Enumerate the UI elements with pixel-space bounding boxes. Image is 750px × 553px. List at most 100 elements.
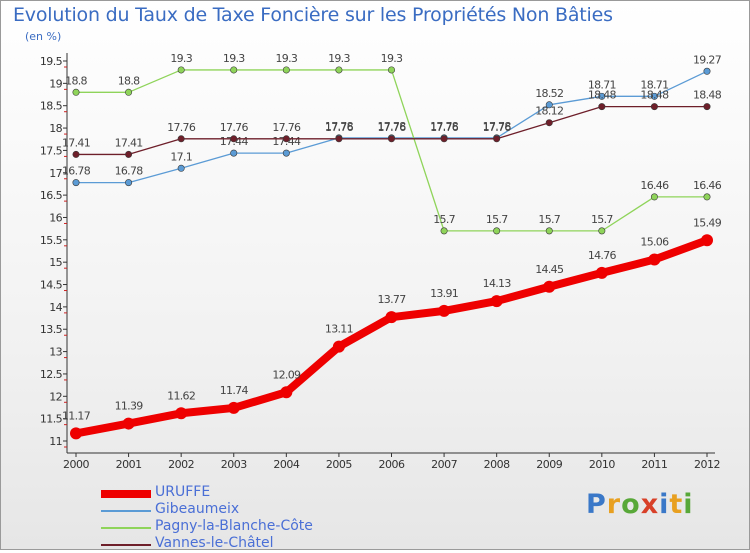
- x-tick-label: 2003: [221, 458, 247, 471]
- y-tick-label: 14.5: [40, 279, 63, 292]
- x-tick-label: 2011: [641, 458, 667, 471]
- data-point: [230, 135, 238, 143]
- x-tick-label: 2005: [326, 458, 352, 471]
- data-label: 16.78: [62, 165, 91, 178]
- x-tick-label: 2009: [536, 458, 562, 471]
- chart-subtitle: (en %): [25, 30, 62, 43]
- data-label: 19.3: [275, 52, 297, 65]
- data-point: [70, 427, 82, 440]
- x-tick-label: 2006: [379, 458, 405, 471]
- data-label: 19.3: [223, 52, 245, 65]
- data-point: [703, 193, 711, 201]
- data-point: [493, 227, 501, 235]
- y-tick-label: 18: [49, 122, 62, 135]
- legend-item: Pagny-la-Blanche-Côte: [101, 518, 361, 536]
- data-label: 18.8: [65, 74, 87, 87]
- data-label: 14.45: [535, 263, 564, 276]
- data-label: 15.49: [693, 216, 722, 229]
- data-label: 17.78: [325, 120, 354, 133]
- legend-label: Pagny-la-Blanche-Côte: [155, 518, 313, 534]
- proxiti-logo: Proxiti: [586, 489, 694, 520]
- legend-item: Gibeaumeix: [101, 501, 361, 519]
- data-label: 11.74: [220, 384, 249, 397]
- data-point: [125, 88, 133, 96]
- data-point: [72, 88, 80, 96]
- data-point: [545, 101, 553, 109]
- legend-label: Gibeaumeix: [155, 501, 240, 517]
- legend-label: Vannes-le-Châtel: [155, 535, 274, 551]
- legend-item: URUFFE: [101, 484, 361, 502]
- data-label: 17.76: [430, 121, 459, 134]
- data-point: [545, 227, 553, 235]
- data-point: [72, 179, 80, 187]
- data-point: [387, 66, 395, 74]
- data-label: 11.62: [167, 389, 195, 402]
- series-line: [72, 236, 711, 438]
- data-point: [703, 67, 711, 75]
- data-point: [595, 266, 608, 279]
- y-tick-label: 11: [49, 435, 62, 448]
- chart-title: Evolution du Taux de Taxe Foncière sur l…: [13, 4, 613, 26]
- data-point: [387, 135, 395, 143]
- data-label: 11.39: [115, 400, 144, 413]
- y-tick-label: 17.5: [40, 144, 63, 157]
- data-label: 18.71: [588, 78, 616, 91]
- legend-item: Vannes-le-Châtel: [101, 535, 361, 553]
- y-tick-label: 12.5: [40, 368, 63, 381]
- data-label: 18.48: [588, 89, 617, 102]
- y-tick-label: 12: [49, 390, 62, 403]
- y-tick-label: 15.5: [40, 234, 63, 247]
- data-point: [177, 164, 185, 172]
- data-point: [122, 417, 135, 430]
- y-tick-label: 16: [49, 211, 62, 224]
- y-tick-label: 15: [49, 256, 62, 269]
- data-point: [598, 227, 606, 235]
- data-label: 13.77: [378, 293, 407, 306]
- data-point: [701, 234, 713, 247]
- data-label: 15.7: [538, 213, 560, 226]
- legend-swatch: [101, 510, 151, 512]
- x-tick-label: 2000: [63, 458, 89, 471]
- data-point: [227, 401, 240, 414]
- x-tick-label: 2012: [694, 458, 720, 471]
- data-point: [438, 304, 451, 317]
- data-point: [230, 149, 238, 157]
- data-point: [175, 407, 188, 420]
- y-tick-label: 18.5: [40, 100, 63, 113]
- data-label: 17.76: [378, 121, 407, 134]
- data-label: 13.91: [430, 287, 458, 300]
- x-tick-label: 2001: [116, 458, 142, 471]
- data-point: [440, 227, 448, 235]
- data-label: 16.46: [640, 179, 669, 192]
- data-point: [545, 119, 553, 127]
- legend-swatch: [101, 544, 151, 546]
- data-label: 17.78: [378, 120, 407, 133]
- data-label: 14.76: [588, 249, 617, 262]
- data-point: [598, 103, 606, 111]
- y-tick-label: 19.5: [40, 55, 63, 68]
- y-tick-label: 11.5: [40, 413, 63, 426]
- y-tick-label: 16.5: [40, 189, 63, 202]
- data-label: 17.76: [167, 121, 196, 134]
- data-point: [543, 280, 556, 293]
- data-label: 17.76: [483, 121, 512, 134]
- legend: URUFFE Gibeaumeix Pagny-la-Blanche-Côte Van…: [101, 484, 361, 553]
- data-point: [230, 66, 238, 74]
- data-label: 17.78: [483, 120, 512, 133]
- data-label: 16.46: [693, 179, 722, 192]
- data-point: [125, 150, 133, 158]
- data-label: 17.1: [170, 150, 192, 163]
- data-point: [650, 92, 658, 100]
- data-label: 18.12: [535, 105, 563, 118]
- data-point: [648, 253, 661, 266]
- data-label: 17.41: [62, 136, 90, 149]
- data-label: 17.76: [272, 121, 301, 134]
- data-point: [282, 149, 290, 157]
- data-point: [490, 295, 503, 308]
- data-label: 18.48: [640, 89, 669, 102]
- x-tick-label: 2010: [589, 458, 615, 471]
- y-tick-label: 13.5: [40, 323, 63, 336]
- legend-swatch: [101, 527, 151, 529]
- series-vannes-le-ch-tel: 17.41 17.41 17.76 17.76 17.76 17.76 17.76 17.76…: [62, 89, 722, 158]
- data-point: [177, 135, 185, 143]
